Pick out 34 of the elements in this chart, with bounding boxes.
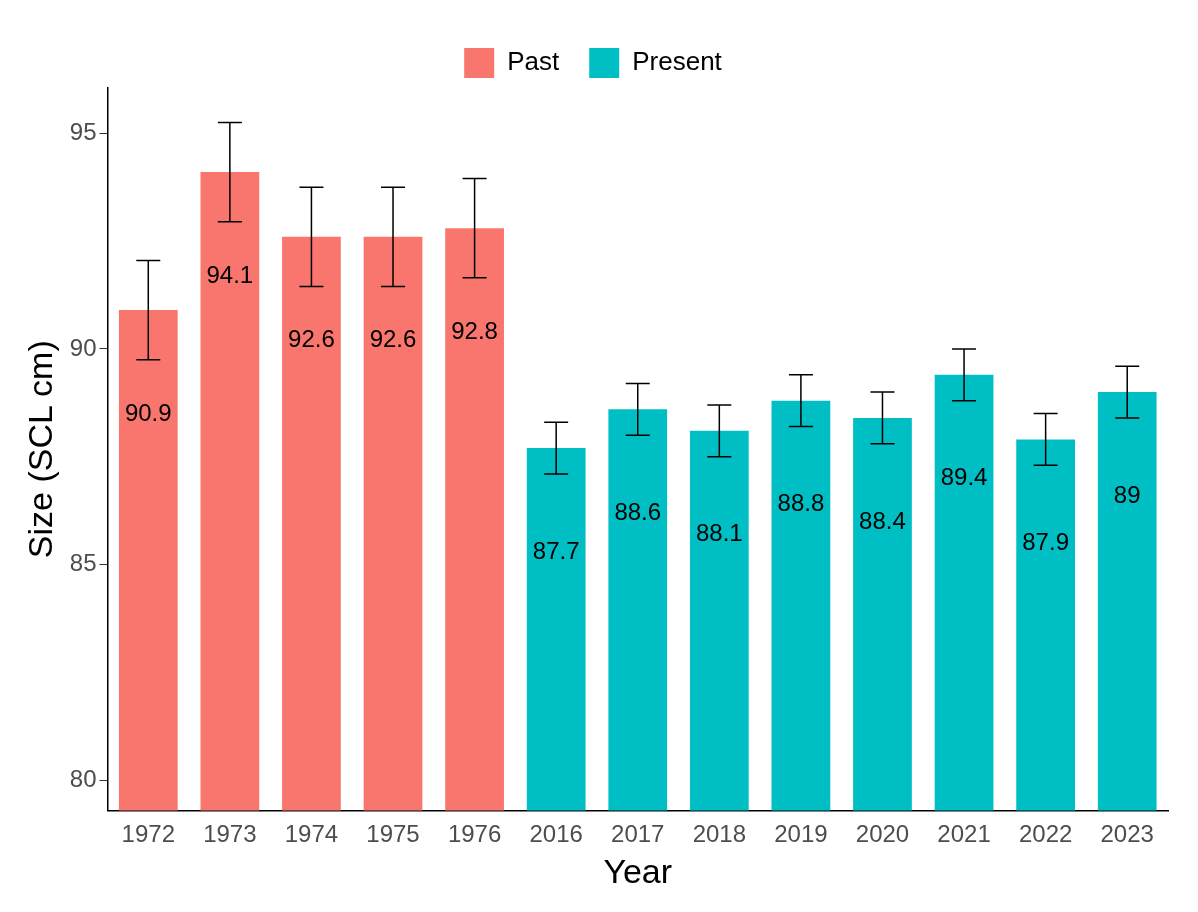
- x-tick-label: 2017: [611, 820, 665, 848]
- x-tick-label: 2019: [774, 820, 828, 848]
- data-label: 87.9: [1022, 528, 1069, 556]
- x-tick-label: 2020: [855, 820, 910, 848]
- data-label: 92.6: [369, 325, 417, 353]
- data-label: 90.9: [124, 398, 172, 426]
- y-tick-label: 95: [69, 117, 97, 145]
- x-tick-label: 1972: [121, 820, 175, 848]
- x-tick-label: 1976: [447, 820, 502, 848]
- y-tick-label: 80: [69, 764, 97, 792]
- legend-label: Present: [632, 46, 723, 77]
- data-label: 89: [1113, 480, 1141, 508]
- x-tick-label: 1973: [203, 820, 257, 848]
- data-label: 92.6: [288, 325, 335, 353]
- y-axis-title: Size (SCL cm): [20, 340, 59, 559]
- data-label: 88.4: [859, 506, 906, 534]
- y-tick-label: 90: [69, 333, 97, 361]
- data-label: 89.4: [940, 463, 988, 491]
- legend-label: Past: [507, 46, 560, 77]
- y-tick-label: 85: [69, 549, 97, 577]
- x-tick-label: 2018: [692, 820, 747, 848]
- x-tick-label: 2016: [529, 820, 583, 848]
- data-label: 88.8: [777, 489, 825, 517]
- x-tick-label: 2023: [1100, 820, 1154, 848]
- x-axis-title: Year: [603, 851, 673, 890]
- data-label: 88.1: [695, 519, 743, 547]
- x-tick-label: 2022: [1018, 820, 1073, 848]
- data-label: 88.6: [614, 497, 662, 525]
- data-label: 92.8: [451, 316, 498, 344]
- x-tick-label: 1974: [284, 820, 339, 848]
- data-label: 94.1: [206, 260, 254, 288]
- x-tick-label: 2021: [937, 820, 991, 848]
- data-label: 87.7: [532, 536, 580, 564]
- x-tick-label: 1975: [366, 820, 420, 848]
